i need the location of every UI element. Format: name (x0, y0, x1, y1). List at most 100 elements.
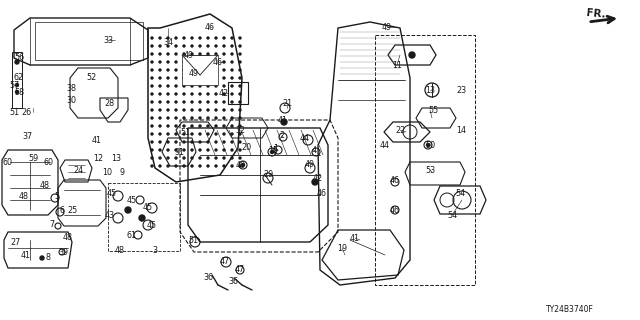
Circle shape (183, 45, 185, 47)
Circle shape (231, 77, 233, 79)
Text: 46: 46 (390, 205, 400, 214)
Circle shape (159, 117, 161, 119)
Circle shape (183, 125, 185, 127)
Circle shape (191, 61, 193, 63)
Circle shape (175, 45, 177, 47)
Circle shape (175, 61, 177, 63)
Text: 7: 7 (49, 220, 54, 228)
Circle shape (167, 85, 169, 87)
Circle shape (191, 125, 193, 127)
Text: 24: 24 (73, 165, 83, 174)
Circle shape (199, 53, 201, 55)
Circle shape (175, 37, 177, 39)
Circle shape (207, 157, 209, 159)
Circle shape (159, 61, 161, 63)
Circle shape (223, 149, 225, 151)
Circle shape (223, 133, 225, 135)
Text: FR.: FR. (586, 8, 606, 20)
Circle shape (191, 85, 193, 87)
Text: 58: 58 (14, 87, 24, 97)
Circle shape (151, 77, 153, 79)
Circle shape (183, 37, 185, 39)
Circle shape (223, 165, 225, 167)
Circle shape (199, 45, 201, 47)
Circle shape (231, 85, 233, 87)
Circle shape (409, 52, 415, 58)
Circle shape (207, 133, 209, 135)
Circle shape (207, 85, 209, 87)
Text: 46: 46 (390, 175, 400, 185)
Text: TY24B3740F: TY24B3740F (546, 306, 594, 315)
Circle shape (183, 141, 185, 143)
Circle shape (151, 149, 153, 151)
Text: 53: 53 (425, 165, 435, 174)
Circle shape (199, 133, 201, 135)
Text: 49: 49 (184, 51, 194, 60)
Text: 41: 41 (21, 251, 31, 260)
Text: 38: 38 (66, 84, 76, 92)
Circle shape (207, 125, 209, 127)
Text: 19: 19 (337, 244, 347, 252)
Circle shape (151, 69, 153, 71)
Circle shape (231, 149, 233, 151)
Circle shape (159, 93, 161, 95)
Circle shape (183, 117, 185, 119)
Circle shape (231, 53, 233, 55)
Circle shape (215, 133, 217, 135)
Circle shape (239, 157, 241, 159)
Text: 51: 51 (9, 108, 19, 116)
Circle shape (151, 133, 153, 135)
Circle shape (312, 179, 318, 185)
Circle shape (231, 93, 233, 95)
Text: 47: 47 (220, 258, 230, 267)
Circle shape (151, 45, 153, 47)
Circle shape (223, 77, 225, 79)
Text: 10: 10 (102, 167, 112, 177)
Text: 45: 45 (143, 203, 153, 212)
Text: 36: 36 (228, 277, 238, 286)
Text: 48: 48 (63, 233, 73, 242)
Circle shape (167, 93, 169, 95)
Text: 59: 59 (28, 154, 38, 163)
Circle shape (167, 141, 169, 143)
Text: 46: 46 (213, 58, 223, 67)
Circle shape (223, 53, 225, 55)
Circle shape (271, 150, 273, 154)
Circle shape (175, 133, 177, 135)
Circle shape (159, 109, 161, 111)
Text: 54: 54 (447, 211, 457, 220)
Text: 36: 36 (203, 274, 213, 283)
Circle shape (151, 125, 153, 127)
Circle shape (241, 164, 244, 166)
Circle shape (151, 93, 153, 95)
Circle shape (223, 69, 225, 71)
Circle shape (223, 141, 225, 143)
Circle shape (231, 165, 233, 167)
Text: 8: 8 (45, 253, 51, 262)
Circle shape (159, 85, 161, 87)
Circle shape (151, 53, 153, 55)
Text: 51: 51 (188, 236, 198, 244)
Text: 43: 43 (105, 211, 115, 220)
Circle shape (151, 61, 153, 63)
Circle shape (183, 61, 185, 63)
Circle shape (167, 37, 169, 39)
Text: 56: 56 (14, 52, 24, 61)
Text: 45: 45 (147, 220, 157, 229)
Circle shape (199, 109, 201, 111)
Polygon shape (182, 55, 218, 85)
Circle shape (239, 45, 241, 47)
Circle shape (159, 53, 161, 55)
Circle shape (231, 61, 233, 63)
Circle shape (167, 117, 169, 119)
Circle shape (231, 133, 233, 135)
Circle shape (15, 84, 19, 86)
Text: 28: 28 (104, 99, 114, 108)
Circle shape (223, 85, 225, 87)
Circle shape (223, 157, 225, 159)
Circle shape (167, 61, 169, 63)
Circle shape (175, 165, 177, 167)
Circle shape (207, 93, 209, 95)
Circle shape (151, 37, 153, 39)
Circle shape (159, 157, 161, 159)
